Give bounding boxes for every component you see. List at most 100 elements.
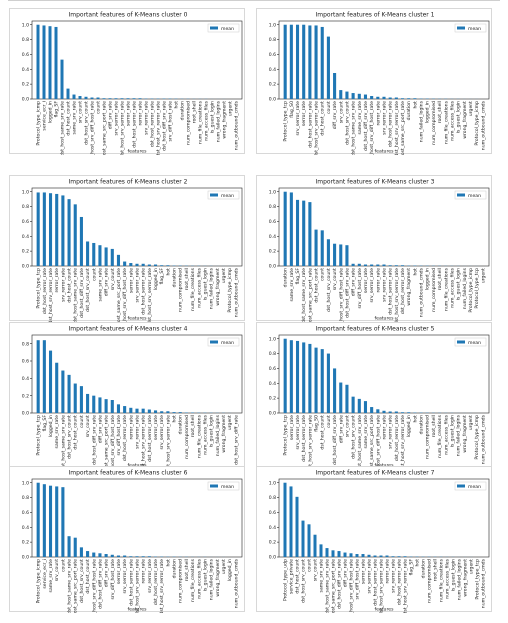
bar-Protocol_type_icmp xyxy=(36,482,40,557)
legend-swatch xyxy=(457,340,465,344)
bar-count xyxy=(61,487,65,557)
x-tick-label: diff_srv_rate xyxy=(104,268,110,296)
x-tick-label: service_ecr_i xyxy=(42,101,48,131)
x-tick-label: logged_in xyxy=(425,268,431,290)
bar-dst_host_diff_srv_rate xyxy=(363,94,368,99)
x-tick-label: is_guest_login xyxy=(202,268,208,300)
x-tick-label: count xyxy=(96,101,102,114)
x-tick-label: dst_host_same_src_port_rate xyxy=(331,559,337,613)
x-tick-label: count xyxy=(307,559,313,572)
x-tick-label: srv_serror_rate xyxy=(369,268,375,303)
x-tick-label: srv_count xyxy=(332,268,338,290)
x-tick-label: dst_host_srv_diff_host_rate xyxy=(91,559,97,613)
x-tick-label: num_file_creations xyxy=(443,267,449,311)
bar-same_srv_rate xyxy=(48,485,53,557)
x-tick-label: dst_host_srv_serror_rate xyxy=(379,559,385,613)
y-tick-label: 0.8 xyxy=(22,204,29,210)
bar-dst_host_same_src_port_rate xyxy=(116,254,121,266)
x-tick-label: dst_host_srv_count xyxy=(79,559,85,603)
x-tick-label: diff_srv_rate xyxy=(343,559,349,587)
x-tick-label: num_access_files xyxy=(449,267,455,307)
x-tick-label: wrong_fragment xyxy=(463,559,469,597)
bar-srv_rerror_rate xyxy=(147,556,151,557)
y-tick-label: 0.8 xyxy=(269,37,276,43)
bar-dst_host_srv_diff_host_rate xyxy=(376,409,380,413)
x-tick-label: flag_SF xyxy=(409,559,415,576)
y-tick-label: 0.2 xyxy=(269,249,276,255)
chart-title: Important features of K-Means cluster 5 xyxy=(315,326,434,333)
y-tick-label: 0.6 xyxy=(269,366,276,372)
bar-serror_rate xyxy=(116,555,121,557)
bar-logged_in xyxy=(153,264,158,266)
x-tick-label: dst_host_diff_srv_rate xyxy=(79,268,85,318)
y-tick-label: 1.0 xyxy=(269,480,276,486)
x-tick-label: serror_rate xyxy=(128,268,134,293)
bar-hot xyxy=(172,412,176,413)
x-tick-label: dst_host_srv_serror_rate xyxy=(394,268,400,322)
bar-dst_host_count xyxy=(67,199,71,266)
x-tick-label: duration xyxy=(421,559,427,578)
x-tick-label: Protocol_type_icmp xyxy=(36,101,42,146)
x-tick-label: logged_in xyxy=(406,415,412,437)
x-tick-label: dst_host_rerror_rate xyxy=(394,415,400,461)
x-tick-label: srv_rerror_rate xyxy=(60,268,66,302)
x-tick-label: dst_host_srv_diff_host_rate xyxy=(369,101,375,155)
bar-srv_serror_rate xyxy=(295,24,300,99)
y-tick-label: 0.6 xyxy=(269,52,276,58)
bar-same_srv_rate xyxy=(55,362,59,413)
y-tick-label: 0.2 xyxy=(22,82,29,88)
x-tick-label: num_file_creations xyxy=(196,414,202,458)
legend-label: mean xyxy=(221,27,234,32)
y-tick-label: 0.8 xyxy=(269,351,276,357)
x-tick-label: dst_host_srv_count xyxy=(326,268,332,312)
x-tick-label: num_compromised xyxy=(184,415,190,459)
x-tick-label: num_compromised xyxy=(186,101,192,145)
x-tick-label: num_file_creations xyxy=(443,100,449,144)
y-tick-label: 1.0 xyxy=(269,189,276,195)
bar-dst_host_diff_srv_rate xyxy=(79,216,83,266)
x-tick-label: srv_diff_host_rate xyxy=(116,415,122,456)
legend-label: mean xyxy=(468,27,481,32)
x-tick-label: Protocol_type_icmp xyxy=(468,268,474,313)
bar-dst_host_count xyxy=(66,88,70,99)
bar-Protocol_type_tcp xyxy=(36,192,40,266)
x-tick-label: urgent xyxy=(468,415,474,430)
x-axis-label: features xyxy=(128,149,148,155)
x-tick-label: same_srv_rate xyxy=(97,268,103,302)
x-tick-label: srv_diff_host_rate xyxy=(168,101,174,142)
x-tick-label: dst_host_same_src_port_rate xyxy=(116,268,122,322)
x-tick-label: Protocol_type_tcp xyxy=(283,101,289,142)
x-tick-label: dst_host_serror_rate xyxy=(132,101,138,148)
x-tick-label: serror_rate xyxy=(126,101,132,126)
x-tick-label: urgent xyxy=(228,101,234,116)
bar-srv_diff_host_rate xyxy=(110,554,114,557)
x-tick-label: dst_host_srv_serror_rate xyxy=(314,101,320,155)
bar-dst_host_srv_serror_rate xyxy=(379,555,383,557)
x-tick-label: num_access_files xyxy=(449,100,455,140)
legend-swatch xyxy=(457,193,465,197)
x-tick-label: serror_rate xyxy=(301,101,307,126)
x-tick-label: root_shell xyxy=(437,101,443,123)
bar-flag_SF xyxy=(54,26,58,100)
x-tick-label: dst_host_diff_srv_rate xyxy=(363,101,369,151)
bar-rerror_rate xyxy=(382,410,386,413)
x-tick-label: dst_host_count xyxy=(67,268,73,303)
y-tick-label: 0.4 xyxy=(269,525,276,531)
x-tick-label: wrong_fragment xyxy=(215,559,221,597)
x-axis-label: features xyxy=(128,316,148,322)
x-tick-label: num_outbound_cmds xyxy=(419,267,425,317)
bar-dst_host_srv_count xyxy=(67,374,71,413)
x-tick-label: dst_host_srv_diff_host_rate xyxy=(375,415,381,469)
bar-dst_host_srv_diff_host_rate xyxy=(370,96,374,99)
x-tick-label: rerror_rate xyxy=(54,268,60,293)
x-tick-label: dst_host_rerror_rate xyxy=(42,268,48,314)
bar-dst_host_srv_diff_host_rate xyxy=(123,261,127,266)
x-tick-label: dst_host_srv_diff_host_rate xyxy=(349,559,355,613)
bar-Protocol_type_udp xyxy=(283,482,287,557)
x-tick-label: diff_srv_rate xyxy=(351,268,357,296)
x-tick-label: num_access_files xyxy=(445,558,451,598)
y-tick-label: 0.2 xyxy=(269,396,276,402)
x-tick-label: num_outbound_cmds xyxy=(480,414,486,464)
bar-srv_serror_rate xyxy=(367,554,371,557)
y-tick-label: 0.2 xyxy=(269,540,276,546)
